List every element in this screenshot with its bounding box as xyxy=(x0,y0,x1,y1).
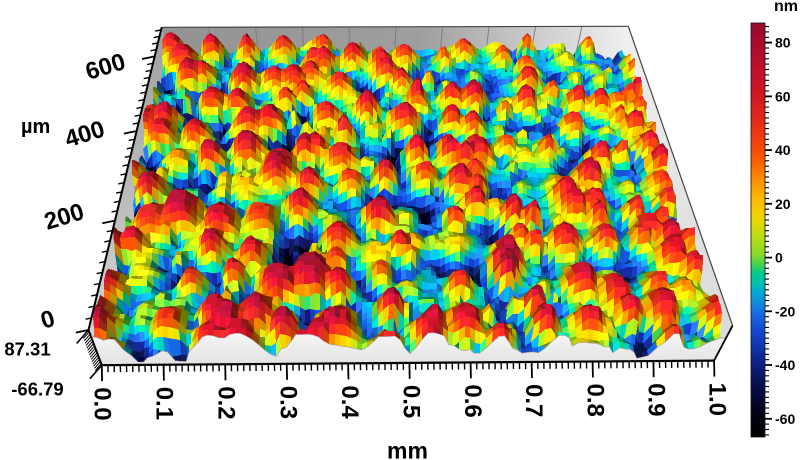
svg-text:80: 80 xyxy=(775,35,791,51)
svg-text:0.9: 0.9 xyxy=(642,383,669,416)
svg-text:20: 20 xyxy=(775,196,791,212)
svg-text:87.31: 87.31 xyxy=(4,338,50,359)
svg-text:0.1: 0.1 xyxy=(151,387,178,420)
svg-text:40: 40 xyxy=(775,142,791,158)
svg-text:0.6: 0.6 xyxy=(459,384,486,417)
svg-text:-60: -60 xyxy=(775,411,795,427)
svg-text:0.7: 0.7 xyxy=(520,384,547,417)
svg-text:0.2: 0.2 xyxy=(213,386,240,419)
svg-text:0.3: 0.3 xyxy=(274,386,301,419)
svg-text:mm: mm xyxy=(387,438,428,460)
svg-text:0: 0 xyxy=(775,250,783,266)
svg-text:nm: nm xyxy=(774,0,798,15)
svg-text:0.8: 0.8 xyxy=(581,384,608,417)
svg-text:0.0: 0.0 xyxy=(89,387,116,420)
svg-text:-40: -40 xyxy=(775,357,795,373)
svg-text:-20: -20 xyxy=(775,303,795,319)
svg-text:µm: µm xyxy=(21,116,50,138)
svg-text:1.0: 1.0 xyxy=(703,383,730,416)
svg-text:0.5: 0.5 xyxy=(398,385,425,418)
svg-text:0.4: 0.4 xyxy=(336,385,363,419)
svg-text:60: 60 xyxy=(775,88,791,104)
svg-text:-66.79: -66.79 xyxy=(11,378,63,399)
